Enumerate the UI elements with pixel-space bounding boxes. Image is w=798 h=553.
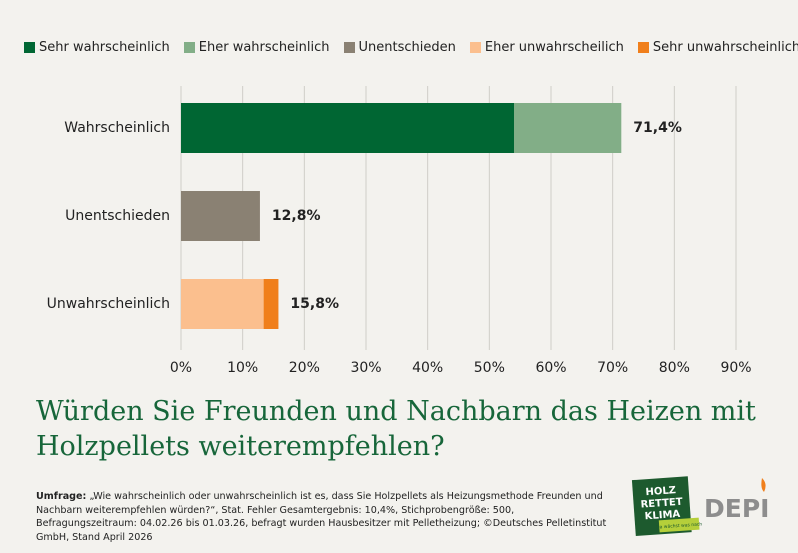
legend-swatch bbox=[183, 42, 195, 53]
total-label: 15,8% bbox=[290, 296, 339, 312]
footer-text: „Wie wahrscheinlich oder unwahrscheinlic… bbox=[36, 491, 607, 543]
logo-tag bbox=[658, 517, 700, 533]
legend-swatch bbox=[343, 42, 355, 53]
x-tick-label: 20% bbox=[289, 360, 320, 376]
legend-item: Eher unwahrscheilich bbox=[469, 40, 624, 55]
y-tick-label: Unentschieden bbox=[65, 208, 170, 224]
legend-item: Unentschieden bbox=[343, 40, 456, 55]
chart: 0% 10% 20% 30% 40% 50% 60% 70% 80% 90% Wahrscheinl… bbox=[47, 86, 752, 376]
legend-swatch bbox=[24, 42, 35, 53]
footer-label: Umfrage: bbox=[36, 491, 87, 502]
bar-segment bbox=[181, 103, 514, 153]
logo-text: RETTET bbox=[640, 497, 683, 511]
logos: HOLZ RETTET KLIMA Da wächst was nach DEP… bbox=[631, 476, 769, 537]
y-tick-label: Unwahrscheinlich bbox=[47, 296, 170, 312]
x-tick-label: 60% bbox=[535, 360, 566, 376]
legend-item: Sehr wahrscheinlich bbox=[24, 40, 170, 55]
x-tick-label: 50% bbox=[474, 360, 505, 376]
x-tick-label: 30% bbox=[350, 360, 381, 376]
total-label: 12,8% bbox=[272, 208, 321, 224]
legend-swatch bbox=[469, 42, 481, 53]
bar-segment bbox=[263, 279, 279, 329]
x-tick-label: 90% bbox=[720, 360, 751, 376]
legend-swatch bbox=[637, 42, 649, 53]
logo-text: HOLZ bbox=[645, 485, 676, 498]
chart-title: Würden Sie Freunden und Nachbarn das Hei… bbox=[36, 396, 756, 462]
x-tick-label: 80% bbox=[659, 360, 690, 376]
x-tick-label: 0% bbox=[170, 360, 192, 376]
y-tick-label: Wahrscheinlich bbox=[64, 120, 170, 136]
bar-segment bbox=[181, 279, 264, 329]
total-label: 71,4% bbox=[633, 120, 682, 136]
brand-flame bbox=[761, 478, 766, 492]
legend-label: Unentschieden bbox=[358, 40, 456, 55]
legend-item: Eher wahrscheinlich bbox=[183, 40, 330, 55]
legend-label: Eher unwahrscheilich bbox=[484, 40, 624, 55]
x-tick-label: 40% bbox=[412, 360, 443, 376]
legend-item: Sehr unwahrscheinlich bbox=[637, 40, 798, 55]
logo-tagline: Da wächst was nach bbox=[656, 521, 703, 530]
legend-label: Sehr wahrscheinlich bbox=[39, 40, 170, 55]
x-tick-label: 10% bbox=[227, 360, 258, 376]
brand-logo: DEPI bbox=[704, 494, 769, 523]
x-tick-label: 70% bbox=[597, 360, 628, 376]
bar-segment bbox=[514, 103, 622, 153]
legend-label: Eher wahrscheinlich bbox=[198, 40, 330, 55]
logo-text: KLIMA bbox=[644, 509, 680, 522]
bar-segment bbox=[181, 191, 260, 241]
legend-label: Sehr unwahrscheinlich bbox=[652, 40, 798, 55]
legend: Sehr wahrscheinlich Eher wahrscheinlich Un… bbox=[24, 40, 798, 55]
footer: Umfrage: „Wie wahrscheinlich oder unwahr… bbox=[36, 490, 616, 544]
